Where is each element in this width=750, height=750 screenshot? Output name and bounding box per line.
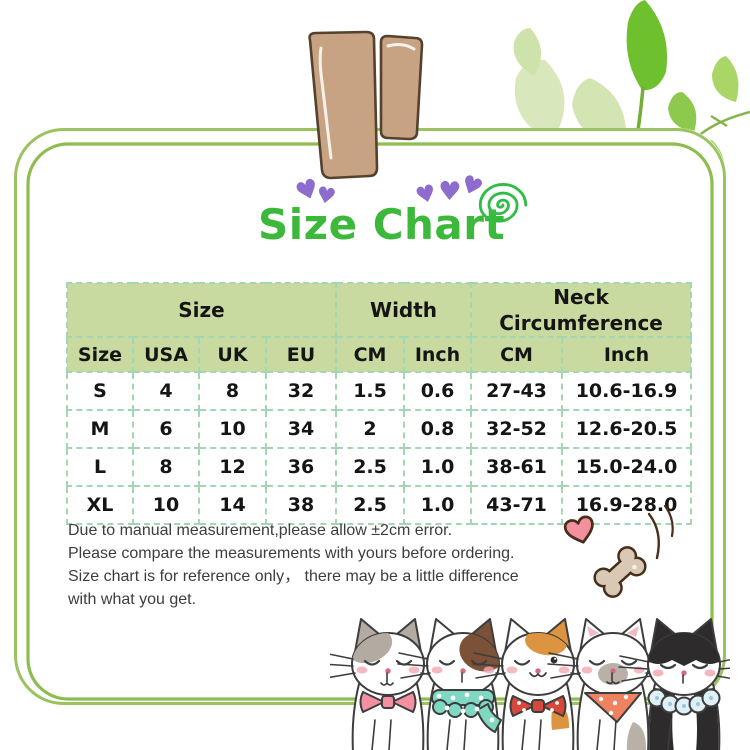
page-title: Size Chart	[258, 200, 506, 249]
clothespin-clip-icon	[308, 30, 424, 180]
table-row-s: S 4 8 32 1.5 0.6 27-43 10.6-16.9	[66, 371, 693, 411]
table-cell: 2	[335, 409, 406, 449]
col-header-uk: UK	[198, 336, 267, 373]
table-cell: 43-71	[470, 485, 564, 525]
col-group-size: Size	[65, 282, 338, 338]
table-row-m: M 6 10 34 2 0.8 32-52 12.6-20.5	[66, 409, 693, 449]
table-cell: 4	[132, 371, 200, 411]
note-line: Please compare the measurements with you…	[68, 545, 515, 562]
measurement-notes: Due to manual measurement,please allow ±…	[68, 519, 608, 611]
col-header-width-inch: Inch	[403, 336, 473, 373]
table-cell: 8	[132, 447, 200, 487]
table-cell: S	[66, 371, 134, 411]
table-cell: 27-43	[470, 371, 564, 411]
table-cell: 6	[132, 409, 200, 449]
note-line: Size chart is for reference only， there …	[68, 568, 519, 585]
cat-gray-pink-bow	[330, 618, 454, 750]
cat-brown-teal-scarf	[397, 618, 529, 750]
table-cell: 2.5	[335, 447, 406, 487]
table-cell: 1.0	[403, 485, 473, 525]
table-cell: 10	[132, 485, 200, 525]
col-header-eu: EU	[264, 336, 338, 373]
col-group-neck-label: Neck Circumference	[499, 285, 663, 335]
table-cell: 10.6-16.9	[561, 371, 693, 411]
table-cell: 2.5	[335, 485, 406, 525]
cat-black-ruffle-collar	[618, 618, 730, 750]
col-group-neck: Neck Circumference	[470, 282, 693, 338]
purple-heart-icon: ♥	[314, 182, 338, 211]
green-spiral-icon	[478, 183, 528, 223]
table-cell: 0.6	[403, 371, 473, 411]
table-cell: L	[66, 447, 134, 487]
table-cell: 12	[198, 447, 267, 487]
table-cell: 38-61	[470, 447, 564, 487]
table-cell: 38	[264, 485, 338, 525]
table-cell: 1.5	[335, 371, 406, 411]
table-cell: 0.8	[403, 409, 473, 449]
note-line: with what you get.	[68, 591, 197, 608]
table-cell: 12.6-20.5	[561, 409, 693, 449]
col-header-neck-inch: Inch	[561, 336, 693, 373]
table-cell: 15.0-24.0	[561, 447, 693, 487]
size-table: Size Width Neck Circumference Size USA U…	[65, 282, 693, 525]
table-cell: 14	[198, 485, 267, 525]
cat-white-bandana	[547, 618, 679, 750]
table-cell: 8	[198, 371, 267, 411]
col-header-width-cm: CM	[335, 336, 406, 373]
col-header-size: Size	[66, 336, 134, 373]
table-cell: XL	[66, 485, 134, 525]
five-cats-illustration	[330, 618, 730, 750]
table-row-l: L 8 12 36 2.5 1.0 38-61 15.0-24.0	[66, 447, 693, 487]
table-cell: 36	[264, 447, 338, 487]
dog-bone-icon	[593, 546, 647, 598]
pink-heart-icon	[563, 515, 594, 544]
table-cell: M	[66, 409, 134, 449]
col-group-width: Width	[335, 282, 473, 338]
table-cell: 1.0	[403, 447, 473, 487]
heart-and-bone-doodle	[563, 504, 674, 598]
table-cell: 32-52	[470, 409, 564, 449]
table-cell: 32	[264, 371, 338, 411]
col-header-neck-cm: CM	[470, 336, 564, 373]
cat-orange-red-bow	[472, 618, 604, 750]
note-line: Due to manual measurement,please allow ±…	[68, 522, 453, 539]
col-header-usa: USA	[132, 336, 200, 373]
table-cell: 34	[264, 409, 338, 449]
table-cell: 10	[198, 409, 267, 449]
